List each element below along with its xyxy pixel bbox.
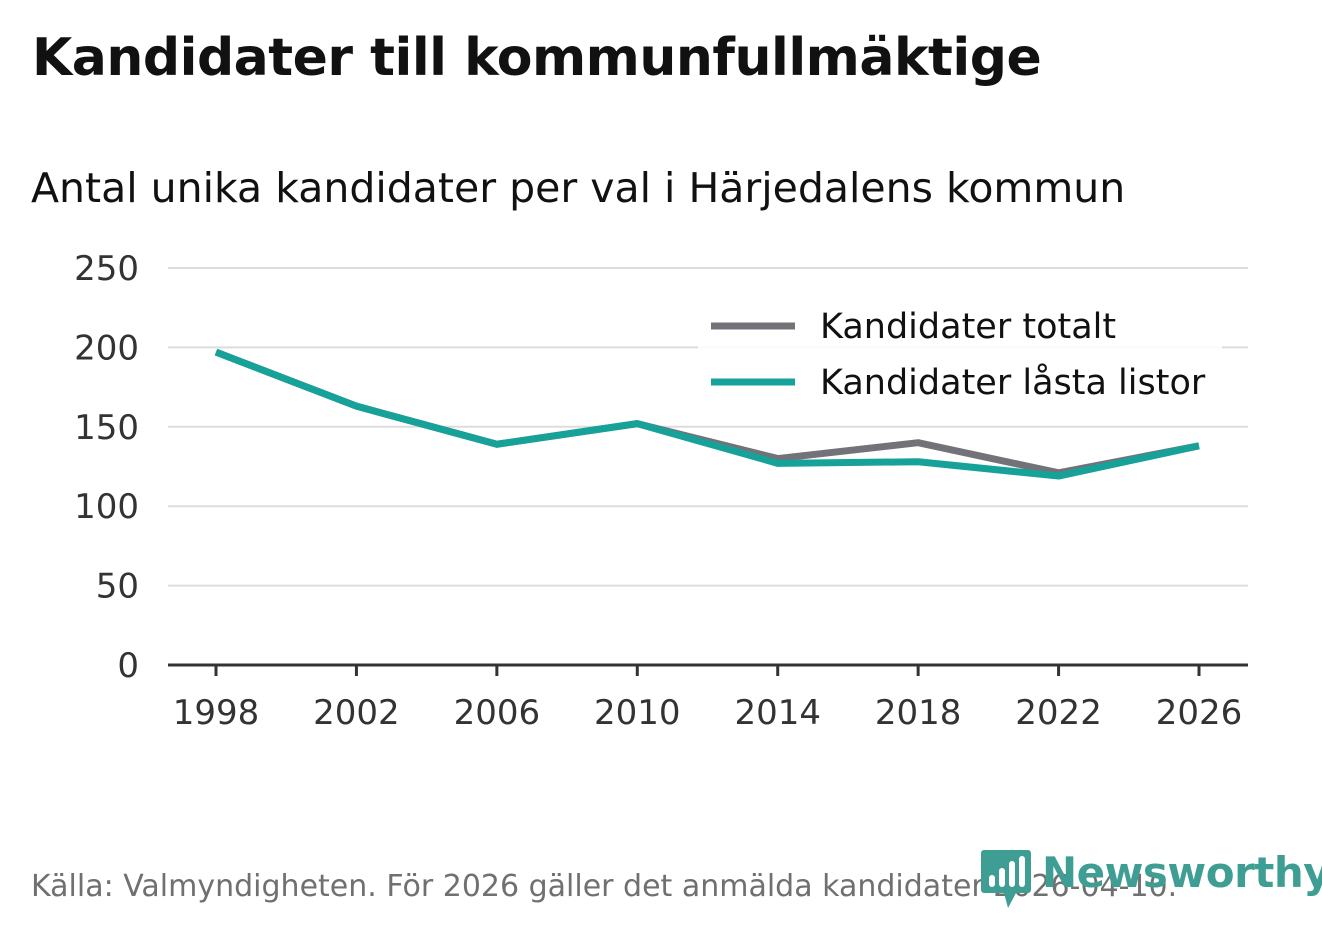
legend-label-total: Kandidater totalt [820, 307, 1116, 347]
newsworthy-logo-text: Newsworthy [1042, 848, 1322, 897]
x-tick-label-2018: 2018 [875, 693, 962, 733]
newsworthy-logo: Newsworthy [980, 848, 1322, 912]
series-lines [214, 348, 1200, 480]
y-tick-label-100: 100 [74, 487, 139, 527]
line-chart: 0 50 100 150 200 250 1998 2002 2006 2010 2014 2018… [74, 249, 1248, 733]
x-tick-label-2010: 2010 [594, 693, 681, 733]
x-tick-label-2014: 2014 [734, 693, 821, 733]
x-tick-label-2006: 2006 [454, 693, 541, 733]
y-axis-tick-labels: 0 50 100 150 200 250 [74, 249, 139, 686]
y-tick-label-0: 0 [117, 646, 139, 686]
series-line-locked [214, 348, 1200, 480]
x-tick-label-2002: 2002 [313, 693, 400, 733]
legend-label-locked: Kandidater låsta listor [820, 362, 1206, 403]
y-tick-label-150: 150 [74, 408, 139, 448]
x-tick-label-1998: 1998 [173, 693, 260, 733]
newsworthy-logo-icon [981, 850, 1031, 908]
chart-subtitle: Antal unika kandidater per val i Härjeda… [31, 164, 1126, 212]
chart-title: Kandidater till kommunfullmäktige [32, 28, 1042, 88]
y-tick-label-200: 200 [74, 328, 139, 368]
x-tick-label-2022: 2022 [1015, 693, 1102, 733]
x-tick-label-2026: 2026 [1156, 693, 1243, 733]
x-axis-tick-labels: 1998 2002 2006 2010 2014 2018 2022 2026 [173, 693, 1243, 733]
x-axis [168, 663, 1248, 676]
y-tick-label-250: 250 [74, 249, 139, 289]
legend-background [698, 298, 1222, 406]
y-tick-label-50: 50 [96, 567, 139, 607]
legend: Kandidater totalt Kandidater låsta listor [698, 298, 1222, 406]
